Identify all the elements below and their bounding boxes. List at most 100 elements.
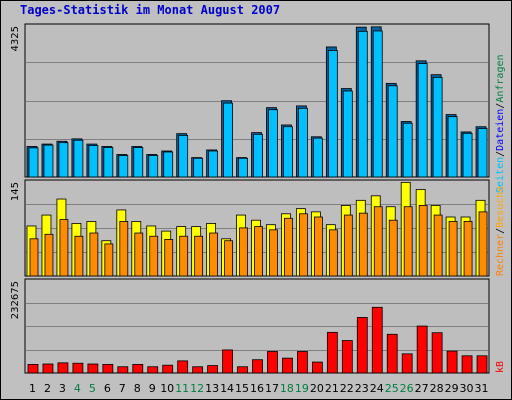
x-label-day-3: 3 [59,382,66,395]
bar-kb-14 [222,349,233,374]
bar-dateien-1 [28,147,39,178]
x-label-day-6: 6 [104,382,111,395]
bar-kb-24 [371,306,383,374]
x-label-day-25: 25 [385,382,399,395]
bar-kb-22 [341,340,353,374]
bar-rechner-7 [119,221,129,277]
bar-rechner-22 [343,214,353,277]
legend-top: Seiten/Dateien/Anfragen [495,54,506,193]
x-label-day-20: 20 [310,382,324,395]
bar-rechner-31 [478,211,488,277]
x-label-day-22: 22 [340,382,354,395]
x-label-day-7: 7 [119,382,126,395]
legend-separator: / [495,151,506,157]
bar-kb-3 [57,362,69,374]
bar-rechner-2 [44,233,54,277]
bar-kb-31 [476,355,488,374]
bar-kb-21 [326,331,338,374]
bar-rechner-26 [403,206,413,277]
x-label-day-30: 30 [460,382,474,395]
bar-rechner-16 [254,226,263,277]
bar-dateien-24 [372,30,383,178]
bar-rechner-11 [179,235,189,277]
x-label-day-10: 10 [160,382,174,395]
bar-dateien-18 [283,126,293,178]
bar-kb-8 [132,363,144,374]
bar-dateien-3 [58,142,69,178]
bar-dateien-8 [133,147,144,178]
bar-kb-28 [431,332,443,374]
bar-rechner-24 [373,206,383,277]
bar-rechner-14 [224,240,233,277]
bar-dateien-2 [43,144,54,178]
bar-dateien-10 [163,151,174,178]
bar-kb-29 [446,350,458,374]
bar-kb-19 [297,351,308,374]
bar-rechner-29 [448,221,458,277]
bar-dateien-25 [387,85,398,178]
x-label-day-19: 19 [295,382,309,395]
bar-rechner-17 [269,229,278,277]
bar-kb-18 [282,357,293,374]
bar-dateien-23 [357,30,368,178]
bar-kb-13 [207,365,219,374]
bar-rechner-4 [74,235,84,277]
bar-rechner-5 [89,232,99,277]
bar-rechner-13 [209,232,219,277]
x-label-day-12: 12 [190,382,204,395]
bar-dateien-27 [417,63,428,178]
bar-dateien-9 [148,155,159,178]
bar-kb-25 [386,333,398,374]
x-label-day-16: 16 [250,382,264,395]
bar-dateien-16 [253,133,263,178]
legend-separator: / [495,228,506,234]
legend-separator: / [495,103,506,109]
bar-kb-6 [102,363,114,374]
bar-dateien-17 [268,109,278,178]
legend-item-dateien: Dateien [495,109,506,151]
bar-dateien-4 [73,139,84,178]
x-label-day-13: 13 [205,382,219,395]
x-label-day-31: 31 [475,382,489,395]
bar-rechner-20 [313,216,323,277]
bar-kb-2 [42,363,54,374]
x-label-day-5: 5 [89,382,96,395]
bar-dateien-22 [342,90,353,178]
legend-bot: kB [495,361,506,373]
bar-dateien-15 [238,157,248,178]
legend-item-rechner: Rechner [495,234,506,276]
x-label-day-15: 15 [235,382,249,395]
bar-rechner-28 [433,214,443,277]
bar-rechner-8 [134,232,144,277]
bar-kb-5 [87,363,99,374]
bar-dateien-19 [298,107,308,178]
bar-dateien-14 [223,102,233,178]
bar-kb-23 [356,317,368,374]
y-max-label-top: 4325 [10,26,21,51]
legend-item-kb: kB [495,361,506,373]
bar-dateien-11 [178,134,189,178]
bar-dateien-6 [103,147,114,178]
bar-rechner-21 [328,229,338,277]
bar-rechner-6 [104,243,114,277]
bar-kb-26 [401,353,413,374]
y-max-label-bot: 232675 [10,281,21,319]
bar-kb-16 [252,359,263,374]
x-label-day-14: 14 [220,382,234,395]
x-label-day-23: 23 [355,382,369,395]
bar-kb-20 [311,361,323,374]
bar-kb-10 [162,364,174,374]
bar-rechner-15 [239,227,248,277]
legend-item-anfragen: Anfragen [495,54,506,102]
x-label-day-8: 8 [134,382,141,395]
chart-title: Tages-Statistik im Monat August 2007 [20,3,281,17]
x-label-day-27: 27 [415,382,429,395]
bar-rechner-19 [299,213,308,277]
bar-rechner-30 [463,221,473,277]
legend-item-besuche: Besuche [495,186,506,228]
legend-item-seiten: Seiten [495,157,506,193]
bar-dateien-29 [447,116,458,178]
x-label-day-24: 24 [370,382,384,395]
bar-dateien-13 [208,150,219,178]
